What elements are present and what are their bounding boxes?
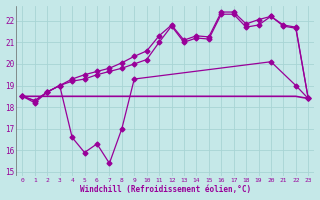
X-axis label: Windchill (Refroidissement éolien,°C): Windchill (Refroidissement éolien,°C) <box>80 185 251 194</box>
